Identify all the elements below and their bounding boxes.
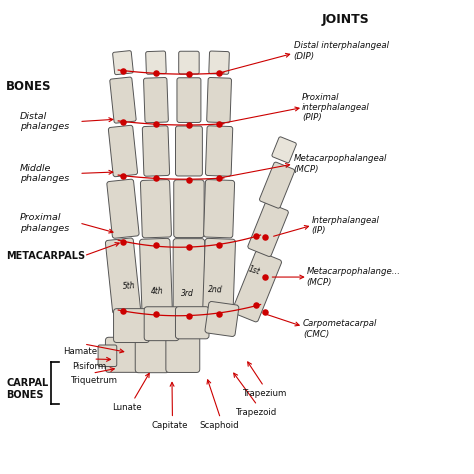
FancyBboxPatch shape (272, 137, 296, 163)
FancyBboxPatch shape (248, 202, 288, 256)
Point (119, 308, 127, 315)
FancyBboxPatch shape (205, 301, 239, 337)
FancyBboxPatch shape (113, 51, 133, 74)
Text: Distal interphalangeal
(DIP): Distal interphalangeal (DIP) (293, 41, 389, 61)
Text: Pisiform: Pisiform (72, 362, 106, 371)
FancyBboxPatch shape (204, 180, 235, 238)
Point (252, 232, 260, 240)
Point (119, 118, 127, 125)
Point (119, 238, 127, 246)
FancyBboxPatch shape (259, 162, 295, 208)
FancyBboxPatch shape (98, 345, 117, 366)
Point (152, 310, 160, 318)
Point (152, 241, 160, 249)
Text: 1st: 1st (247, 265, 262, 277)
Text: Capitate: Capitate (151, 421, 188, 430)
Point (262, 309, 269, 316)
Point (119, 172, 127, 180)
FancyBboxPatch shape (177, 78, 201, 122)
Text: 4th: 4th (150, 286, 164, 296)
FancyBboxPatch shape (140, 180, 172, 238)
Point (262, 233, 269, 241)
Text: Trapezium: Trapezium (243, 389, 287, 398)
Point (262, 273, 269, 281)
FancyBboxPatch shape (142, 126, 170, 176)
FancyBboxPatch shape (105, 337, 140, 373)
Point (215, 69, 223, 77)
Text: Proximal
phalanges: Proximal phalanges (20, 213, 70, 233)
Point (185, 121, 193, 129)
Text: JOINTS: JOINTS (321, 13, 369, 26)
FancyBboxPatch shape (174, 180, 204, 237)
FancyBboxPatch shape (109, 125, 137, 177)
Point (185, 244, 193, 251)
FancyBboxPatch shape (139, 238, 173, 313)
Text: Metacarpophalange...
(MCP): Metacarpophalange... (MCP) (307, 267, 401, 287)
FancyBboxPatch shape (146, 51, 166, 74)
FancyBboxPatch shape (105, 238, 140, 314)
FancyBboxPatch shape (205, 126, 233, 176)
Point (215, 310, 223, 318)
FancyBboxPatch shape (110, 77, 136, 123)
Text: 5th: 5th (122, 282, 135, 292)
FancyBboxPatch shape (173, 238, 205, 313)
FancyBboxPatch shape (144, 78, 168, 123)
Text: Scaphoid: Scaphoid (199, 421, 239, 430)
Text: METACARPALS: METACARPALS (6, 251, 85, 261)
Point (185, 176, 193, 183)
Text: Lunate: Lunate (112, 403, 142, 412)
FancyBboxPatch shape (203, 238, 236, 313)
FancyBboxPatch shape (232, 251, 282, 322)
FancyBboxPatch shape (179, 51, 199, 74)
Text: Trapezoid: Trapezoid (236, 408, 277, 417)
FancyBboxPatch shape (175, 307, 209, 339)
Text: Proximal
interphalangeal
(PIP): Proximal interphalangeal (PIP) (302, 92, 370, 122)
Text: Metacarpophalangeal
(MCP): Metacarpophalangeal (MCP) (293, 154, 387, 173)
Text: Interphalangeal
(IP): Interphalangeal (IP) (311, 216, 379, 235)
Point (152, 120, 160, 128)
Text: BONES: BONES (6, 80, 52, 93)
Text: Triquetrum: Triquetrum (71, 376, 118, 385)
Point (185, 71, 193, 78)
FancyBboxPatch shape (114, 309, 149, 343)
Point (215, 120, 223, 128)
Text: Distal
phalanges: Distal phalanges (20, 112, 70, 131)
FancyBboxPatch shape (207, 78, 231, 123)
Point (152, 69, 160, 77)
FancyBboxPatch shape (144, 307, 179, 341)
Point (152, 174, 160, 182)
Text: Carpometacarpal
(CMC): Carpometacarpal (CMC) (303, 319, 377, 338)
FancyBboxPatch shape (135, 337, 169, 373)
FancyBboxPatch shape (175, 126, 202, 176)
Text: Middle
phalanges: Middle phalanges (20, 164, 70, 183)
FancyBboxPatch shape (107, 179, 139, 238)
Point (252, 301, 260, 309)
Point (215, 241, 223, 249)
Point (119, 67, 127, 74)
Text: 3rd: 3rd (181, 289, 194, 298)
Text: CARPAL
BONES: CARPAL BONES (6, 378, 48, 400)
Text: Hamate: Hamate (63, 346, 97, 356)
Text: 2nd: 2nd (209, 285, 223, 294)
FancyBboxPatch shape (209, 51, 229, 74)
Point (215, 174, 223, 182)
FancyBboxPatch shape (166, 335, 200, 373)
Point (185, 312, 193, 319)
